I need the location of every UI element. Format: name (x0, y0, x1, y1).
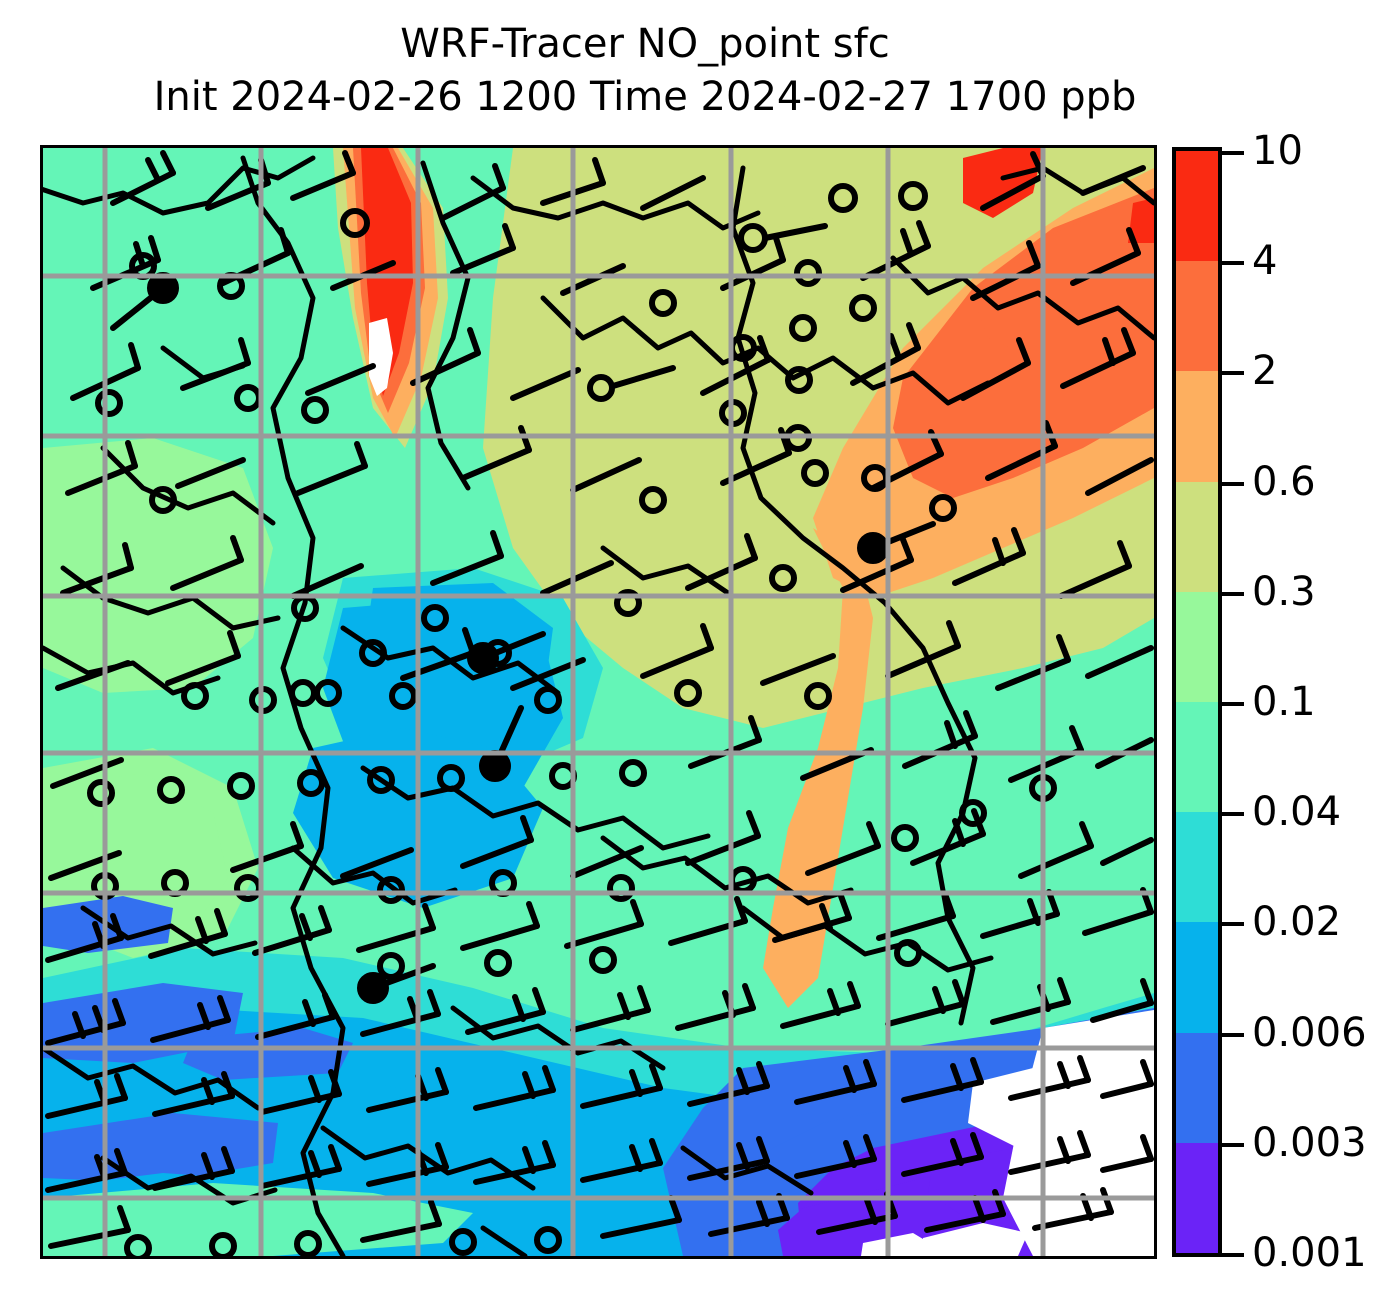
colorbar-tick-mark-10 (1222, 1253, 1244, 1257)
colorbar-tick-label-4: 0.3 (1252, 568, 1316, 615)
colorbar-tick-mark-7 (1222, 922, 1244, 927)
colorbar-band-3 (1176, 481, 1218, 592)
colorbar-tick-label-8: 0.006 (1252, 1009, 1367, 1056)
colorbar-band-5 (1176, 701, 1218, 813)
colorbar-tick-label-7: 0.02 (1252, 899, 1342, 946)
colorbar-tick-mark-9 (1222, 1142, 1244, 1147)
colorbar-tick-mark-6 (1222, 812, 1244, 817)
colorbar-band-1 (1176, 261, 1218, 372)
colorbar-tick-label-3: 0.6 (1252, 458, 1316, 505)
colorbar-tick-mark-1 (1222, 261, 1244, 266)
colorbar-tick-label-9: 0.003 (1252, 1119, 1367, 1166)
colorbar-tick-label-1: 4 (1252, 238, 1278, 285)
colorbar-tick-label-10: 0.001 (1252, 1230, 1367, 1276)
colorbar-tick-mark-2 (1222, 371, 1244, 376)
map-field-canvas (43, 148, 1154, 1256)
colorbar-band-8 (1176, 1032, 1218, 1143)
chart-title: WRF-Tracer NO_point sfc Init 2024-02-26 … (0, 18, 1290, 124)
colorbar[interactable] (1172, 147, 1222, 1257)
colorbar-tick-label-5: 0.1 (1252, 679, 1316, 725)
colorbar-band-9 (1176, 1142, 1218, 1253)
contour-field-svg (43, 148, 1154, 1256)
map-plot-area[interactable] (40, 145, 1157, 1259)
colorbar-band-4 (1176, 591, 1218, 702)
chart-title-line-1: WRF-Tracer NO_point sfc (400, 21, 890, 67)
colorbar-band-7 (1176, 922, 1218, 1033)
latlon-gridline-layer (43, 148, 1154, 1256)
colorbar-band-2 (1176, 371, 1218, 482)
colorbar-band-6 (1176, 812, 1218, 923)
chart-title-line-2: Init 2024-02-26 1200 Time 2024-02-27 170… (153, 74, 1137, 121)
colorbar-tick-layer: 10 4 2 0.6 0.3 0.1 0.04 0.02 0.006 0.003 0.001 (1222, 128, 1392, 1276)
colorbar-tick-label-0: 10 (1252, 128, 1303, 174)
colorbar-tick-label-6: 0.04 (1252, 789, 1342, 836)
colorbar-tick-mark-0 (1222, 151, 1244, 155)
colorbar-tick-mark-3 (1222, 481, 1244, 486)
colorbar-band-0 (1176, 151, 1218, 262)
colorbar-tick-mark-4 (1222, 591, 1244, 596)
colorbar-tick-mark-5 (1222, 702, 1244, 706)
colorbar-tick-label-2: 2 (1252, 348, 1278, 395)
colorbar-tick-mark-8 (1222, 1032, 1244, 1037)
